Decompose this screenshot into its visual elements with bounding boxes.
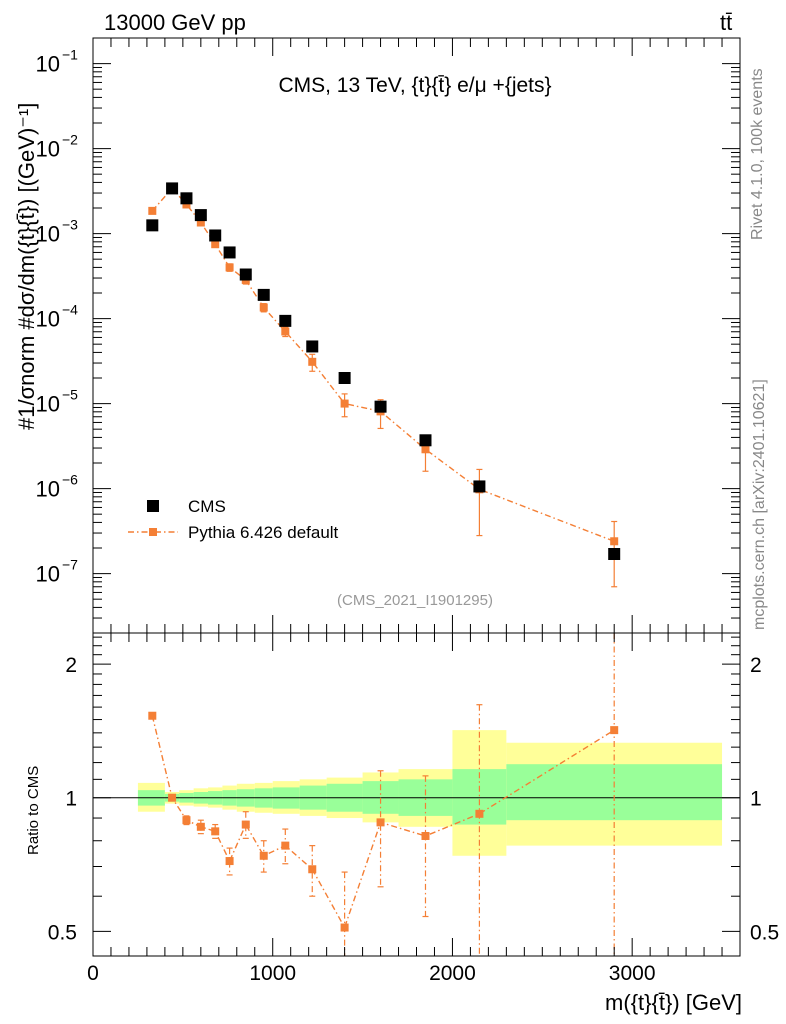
- data-point: [473, 480, 486, 493]
- x-axis-label: m({t}{t̄}) [GeV]: [605, 990, 742, 1015]
- data-point: [223, 246, 236, 259]
- ratio-mc-point: [421, 831, 430, 840]
- data-point: [306, 340, 319, 353]
- ratio-mc-point: [241, 820, 250, 829]
- main-y-tick-exponent: −6: [62, 472, 78, 488]
- process-label: 13000 GeV pp: [104, 10, 246, 35]
- ratio-mc-point: [259, 851, 268, 860]
- mcplots-url-label: mcplots.cern.ch [arXiv:2401.10621]: [751, 379, 768, 630]
- main-y-tick-label: 10: [36, 307, 60, 332]
- ratio-mc-point: [196, 822, 205, 831]
- main-y-tick-exponent: −3: [62, 217, 78, 233]
- mc-point: [211, 240, 220, 249]
- ratio-mc-point: [168, 793, 177, 802]
- mc-point: [182, 200, 191, 209]
- ratio-mc-point: [225, 857, 234, 866]
- ratio-mc-point: [308, 865, 317, 874]
- ratio-x-tick-label: 0: [87, 962, 99, 985]
- data-point: [146, 219, 159, 232]
- legend-data-label: CMS: [188, 497, 226, 516]
- data-series: [146, 182, 621, 560]
- mc-point: [308, 357, 317, 366]
- main-y-tick-exponent: −4: [62, 302, 78, 318]
- ratio-mc-point: [148, 711, 157, 720]
- data-point: [180, 192, 193, 205]
- main-y-tick-label: 10: [36, 222, 60, 247]
- ratio-x-tick-label: 3000: [609, 962, 656, 985]
- ratio-mc-series: [148, 633, 619, 956]
- mc-point: [421, 445, 430, 454]
- legend-mc-marker: [149, 528, 157, 536]
- main-x-ticks: [92, 38, 723, 633]
- ratio-mc-point: [610, 726, 619, 735]
- plot-title: CMS, 13 TeV, {t}{t̄} e/μ +{jets}: [278, 74, 551, 97]
- ratio-mc-point: [376, 818, 385, 827]
- data-point: [374, 400, 387, 413]
- ratio-x-tick-label: 1000: [249, 962, 296, 985]
- ratio-mc-point: [211, 827, 220, 836]
- main-y-tick-label: 10: [36, 562, 60, 587]
- data-point: [257, 288, 270, 301]
- main-y-tick-label: 10: [36, 477, 60, 502]
- legend: CMS Pythia 6.426 default: [128, 497, 339, 542]
- mc-point: [610, 537, 619, 546]
- ratio-y-tick-label: 2: [65, 654, 77, 677]
- ratio-y-tick-label-right: 0.5: [750, 921, 779, 944]
- rivet-version-label: Rivet 4.1.0, 100k events: [749, 68, 766, 240]
- mc-point: [148, 206, 157, 215]
- ratio-mc-point: [182, 816, 191, 825]
- ratio-mc-point: [340, 923, 349, 932]
- data-point: [166, 182, 179, 195]
- mc-point: [196, 218, 205, 227]
- mc-point: [340, 399, 349, 408]
- legend-mc-label: Pythia 6.426 default: [188, 523, 339, 542]
- ratio-plot-panel: 0.5 0.5 1 1 2 2 0 1000 2000 3000 Ratio to CMS m(…: [25, 632, 779, 1015]
- mc-point: [281, 327, 290, 336]
- ratio-x-ticks: 0 1000 2000 3000: [87, 633, 723, 985]
- ratio-y-tick-label-right: 1: [750, 788, 762, 811]
- main-y-tick-label: 10: [36, 52, 60, 77]
- main-y-tick-exponent: −2: [62, 132, 78, 148]
- main-y-tick-exponent: −1: [62, 47, 78, 63]
- data-point: [279, 314, 292, 327]
- ratio-y-axis-label: Ratio to CMS: [25, 766, 42, 855]
- legend-data-marker: [147, 500, 159, 512]
- data-point: [608, 547, 621, 560]
- final-state-label: tt̄: [720, 10, 732, 35]
- data-point: [239, 268, 252, 281]
- main-y-tick-exponent: −7: [62, 557, 78, 573]
- data-point: [338, 372, 351, 384]
- ratio-mc-point: [475, 809, 484, 818]
- main-plot-frame: [92, 37, 741, 634]
- ratio-y-ticks: 0.5 0.5 1 1 2 2: [48, 636, 779, 944]
- main-plot-panel: 10−710−610−510−410−310−210−1 CMS, 13 TeV…: [14, 37, 741, 634]
- mc-point: [225, 263, 234, 272]
- data-point: [194, 209, 207, 222]
- main-y-tick-label: 10: [36, 392, 60, 417]
- ratio-x-tick-label: 2000: [429, 962, 476, 985]
- analysis-id-label: (CMS_2021_I1901295): [337, 592, 493, 609]
- mc-line: [151, 187, 615, 542]
- ratio-y-tick-label: 1: [65, 788, 77, 811]
- main-y-tick-exponent: −5: [62, 387, 78, 403]
- ratio-y-tick-label: 0.5: [48, 921, 77, 944]
- main-y-ticks: 10−710−610−510−410−310−210−1: [36, 37, 740, 634]
- main-y-axis-label: #1/σnorm #dσ/dm({t}{t̄}) [(GeV)⁻¹]: [14, 103, 39, 430]
- main-y-tick-label: 10: [36, 137, 60, 162]
- data-uncertainty-bands: [137, 730, 723, 856]
- data-point: [209, 229, 222, 242]
- ratio-mc-point: [281, 841, 290, 850]
- ratio-y-tick-label-right: 2: [750, 654, 762, 677]
- mc-point: [259, 303, 268, 312]
- data-point: [419, 434, 432, 447]
